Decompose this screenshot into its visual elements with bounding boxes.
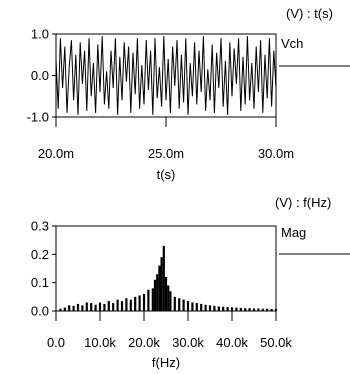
time-chart-y-tick-label: 1.0 xyxy=(31,27,49,42)
time-chart-y-tick-label: 0.0 xyxy=(31,68,49,83)
time-chart-unit-label: (V) : t(s) xyxy=(286,6,333,21)
freq-chart-y-axis: 0.3 0.2 0.1 0.0 xyxy=(31,219,56,319)
time-chart-y-tick-label: -1.0 xyxy=(27,110,49,125)
time-chart-legend-label: Vch xyxy=(281,36,303,51)
freq-chart-y-tick-label: 0.2 xyxy=(31,247,49,262)
freq-chart-x-tick-label: 40.0k xyxy=(216,335,248,350)
freq-chart: (V) : f(Hz) Mag 0.3 0.2 0.1 0.0 0.0 10.0k 20.… xyxy=(31,195,350,370)
freq-chart-x-axis: 0.0 10.0k 20.0k 30.0k 40.0k 50.0k xyxy=(47,311,292,350)
freq-chart-unit-label: (V) : f(Hz) xyxy=(275,195,331,210)
time-chart-series-line xyxy=(55,36,277,115)
freq-chart-series xyxy=(59,245,278,311)
freq-chart-plot-frame xyxy=(55,225,277,312)
time-chart-plot-frame xyxy=(55,33,277,118)
time-chart-x-tick-label: 20.0m xyxy=(38,146,74,161)
freq-chart-x-tick-label: 0.0 xyxy=(47,335,65,350)
freq-chart-x-axis-title: f(Hz) xyxy=(152,355,180,370)
time-chart: (V) : t(s) Vch 1.0 0.0 -1.0 20.0m 25.0m 30.0… xyxy=(27,6,350,182)
freq-chart-y-tick-label: 0.1 xyxy=(31,275,49,290)
freq-chart-x-tick-label: 10.0k xyxy=(84,335,116,350)
freq-chart-y-tick-label: 0.3 xyxy=(31,219,49,234)
time-chart-x-tick-label: 30.0m xyxy=(258,146,294,161)
time-chart-series xyxy=(55,36,277,115)
freq-chart-x-tick-label: 20.0k xyxy=(128,335,160,350)
time-chart-x-axis: 20.0m 25.0m 30.0m xyxy=(38,117,294,161)
freq-chart-y-tick-label: 0.0 xyxy=(31,304,49,319)
time-chart-x-axis-title: t(s) xyxy=(157,167,176,182)
time-chart-y-axis: 1.0 0.0 -1.0 xyxy=(27,27,56,125)
freq-chart-x-tick-label: 50.0k xyxy=(260,335,292,350)
time-chart-x-tick-label: 25.0m xyxy=(148,146,184,161)
freq-chart-legend-label: Mag xyxy=(281,225,306,240)
freq-chart-x-tick-label: 30.0k xyxy=(172,335,204,350)
